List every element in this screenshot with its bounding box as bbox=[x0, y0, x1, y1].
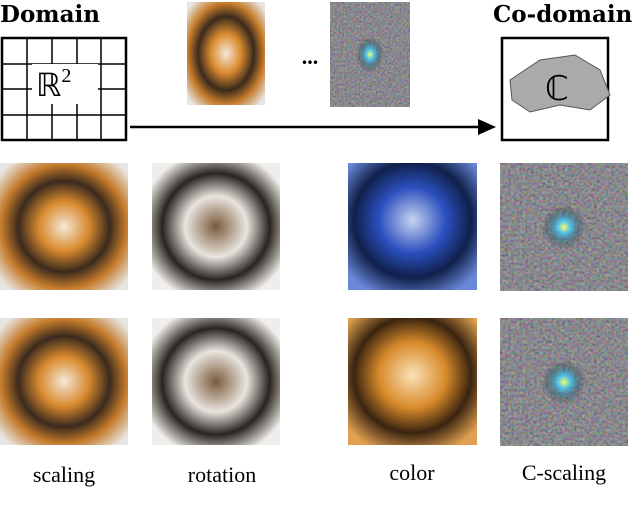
rotated-image bbox=[152, 163, 280, 290]
cscaled-image bbox=[500, 318, 628, 446]
noise-image bbox=[330, 2, 410, 107]
domain-symbol: ℝ2 bbox=[36, 65, 71, 103]
symbol-bg bbox=[32, 64, 98, 104]
caption: color bbox=[389, 460, 435, 485]
cscaled-image bbox=[500, 163, 628, 291]
arrow-head bbox=[478, 119, 496, 135]
rotated-image bbox=[152, 318, 280, 445]
scaled-image bbox=[0, 163, 128, 290]
caption: rotation bbox=[188, 462, 256, 487]
color-image bbox=[348, 318, 477, 445]
caption: scaling bbox=[33, 462, 95, 487]
codomain-symbol: ℂ bbox=[545, 71, 569, 108]
codomain-label: Co-domain bbox=[493, 1, 633, 28]
scaled-image bbox=[0, 318, 128, 445]
caption: C-scaling bbox=[522, 460, 606, 485]
domain-label: Domain bbox=[0, 1, 100, 28]
tiger-image bbox=[187, 2, 265, 105]
domain-symbol-base: ℝ bbox=[36, 67, 61, 103]
domain-exponent: 2 bbox=[61, 65, 71, 87]
ellipsis: ... bbox=[302, 44, 319, 69]
surface bbox=[509, 54, 611, 113]
color-image bbox=[348, 163, 477, 290]
domain-grid bbox=[0, 36, 128, 142]
